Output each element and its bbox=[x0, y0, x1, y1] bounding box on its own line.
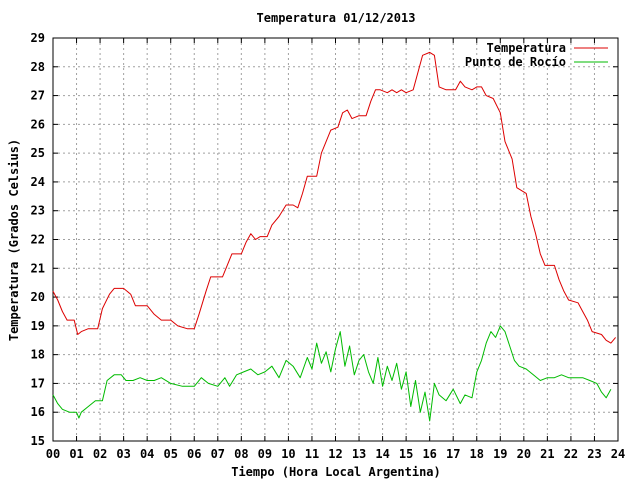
legend-label-punto-de-rocio: Punto de Rocío bbox=[465, 55, 566, 69]
y-tick-label: 29 bbox=[31, 31, 45, 45]
y-axis-label: Temperatura (Grados Celsius) bbox=[7, 139, 21, 341]
x-tick-label: 09 bbox=[258, 447, 272, 461]
x-tick-label: 12 bbox=[328, 447, 342, 461]
x-tick-label: 00 bbox=[46, 447, 60, 461]
ticks-layer: 00 01 02 03 04 05 06 07 08 09 10 11 12 13 14 15 16 17 18 19… bbox=[31, 31, 626, 461]
y-tick-label: 20 bbox=[31, 290, 45, 304]
grid-layer bbox=[53, 38, 618, 441]
y-tick-label: 19 bbox=[31, 319, 45, 333]
y-tick-label: 17 bbox=[31, 376, 45, 390]
series-line-temperatura bbox=[52, 51, 616, 344]
y-tick-label: 21 bbox=[31, 261, 45, 275]
x-tick-label: 16 bbox=[422, 447, 436, 461]
y-tick-label: 25 bbox=[31, 146, 45, 160]
series-line-punto-de-rocio bbox=[52, 325, 612, 422]
x-tick-label: 03 bbox=[116, 447, 130, 461]
x-tick-label: 10 bbox=[281, 447, 295, 461]
x-tick-label: 04 bbox=[140, 447, 154, 461]
x-tick-label: 21 bbox=[540, 447, 554, 461]
x-tick-label: 01 bbox=[69, 447, 83, 461]
x-axis-label: Tiempo (Hora Local Argentina) bbox=[231, 465, 441, 479]
y-tick-label: 15 bbox=[31, 434, 45, 448]
x-tick-label: 06 bbox=[187, 447, 201, 461]
y-tick-label: 26 bbox=[31, 117, 45, 131]
x-tick-label: 05 bbox=[163, 447, 177, 461]
y-tick-label: 24 bbox=[31, 175, 45, 189]
legend-label-temperatura: Temperatura bbox=[487, 41, 566, 55]
x-tick-label: 02 bbox=[93, 447, 107, 461]
legend: Temperatura Punto de Rocío bbox=[465, 41, 608, 69]
x-tick-label: 08 bbox=[234, 447, 248, 461]
y-tick-label: 28 bbox=[31, 60, 45, 74]
x-tick-label: 14 bbox=[375, 447, 389, 461]
x-tick-label: 13 bbox=[352, 447, 366, 461]
y-tick-label: 23 bbox=[31, 204, 45, 218]
x-tick-label: 22 bbox=[564, 447, 578, 461]
x-tick-label: 15 bbox=[399, 447, 413, 461]
x-tick-label: 07 bbox=[211, 447, 225, 461]
chart-title: Temperatura 01/12/2013 bbox=[257, 11, 416, 25]
x-tick-label: 20 bbox=[517, 447, 531, 461]
x-tick-label: 23 bbox=[587, 447, 601, 461]
x-tick-label: 24 bbox=[611, 447, 625, 461]
y-tick-label: 27 bbox=[31, 89, 45, 103]
x-tick-label: 17 bbox=[446, 447, 460, 461]
y-tick-label: 18 bbox=[31, 348, 45, 362]
x-tick-label: 11 bbox=[305, 447, 319, 461]
x-tick-label: 19 bbox=[493, 447, 507, 461]
y-tick-label: 22 bbox=[31, 233, 45, 247]
series-layer bbox=[52, 51, 616, 422]
x-tick-label: 18 bbox=[470, 447, 484, 461]
y-tick-label: 16 bbox=[31, 405, 45, 419]
